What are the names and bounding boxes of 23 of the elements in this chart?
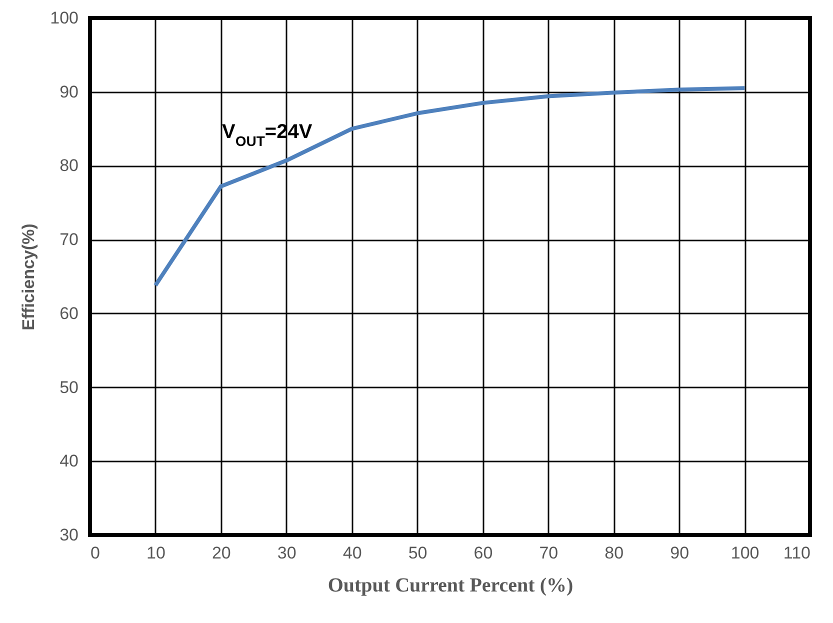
- x-tick-label: 90: [670, 544, 690, 562]
- y-tick-label: 70: [60, 230, 78, 250]
- y-tick-label: 100: [50, 8, 78, 28]
- x-tick-label: 0: [90, 544, 100, 562]
- x-tick-label: 10: [146, 544, 166, 562]
- line-series: [153, 86, 747, 288]
- x-tick-label: 20: [212, 544, 231, 562]
- x-tick-label: 50: [408, 544, 428, 562]
- x-tick-label: 100: [730, 544, 760, 562]
- x-tick-label: 60: [474, 544, 493, 562]
- y-tick-label: 80: [60, 156, 78, 176]
- x-tick-label: 40: [342, 544, 362, 562]
- y-tick-label: 60: [60, 304, 78, 323]
- y-tick-label: 50: [60, 378, 78, 397]
- x-tick-label: 110: [783, 544, 810, 562]
- x-tick-label: 70: [539, 544, 558, 562]
- y-tick-label: 30: [60, 526, 78, 544]
- x-tick-label: 80: [604, 544, 624, 562]
- y-axis-title: Efficiency(%): [19, 224, 38, 330]
- y-tick-label: 40: [60, 452, 78, 471]
- x-axis-title: Output Current Percent (%): [328, 574, 574, 596]
- x-tick-label: 30: [277, 544, 296, 562]
- y-tick-label: 90: [60, 82, 78, 102]
